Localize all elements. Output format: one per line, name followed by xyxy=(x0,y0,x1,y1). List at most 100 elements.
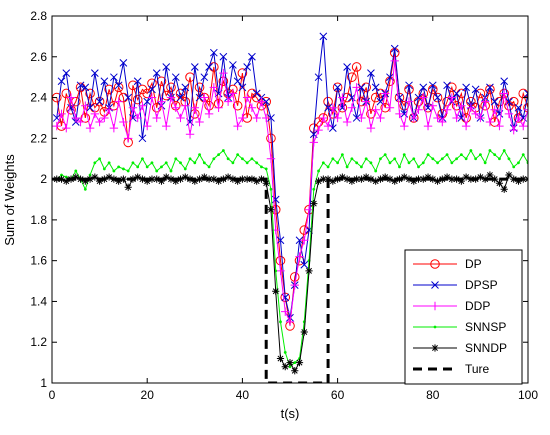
data-point-snnsp xyxy=(60,173,63,177)
data-point-snndp xyxy=(491,175,499,183)
data-point-snnsp xyxy=(512,165,516,169)
data-point-snndp xyxy=(486,171,494,179)
data-point-ddp xyxy=(204,109,214,119)
data-point-ddp xyxy=(214,103,223,112)
data-point-snnsp xyxy=(321,161,325,165)
data-point-snnsp xyxy=(502,149,506,152)
data-point-snndp xyxy=(510,175,518,183)
data-point-ddp xyxy=(295,252,304,261)
data-point-ddp xyxy=(262,113,271,123)
data-point-snndp xyxy=(234,177,242,185)
data-point-dpsp xyxy=(95,97,104,106)
data-point-snnsp xyxy=(493,153,497,157)
data-point-snnsp xyxy=(179,161,182,165)
data-point-ddp xyxy=(100,113,109,123)
legend-item-dp: DP xyxy=(413,257,482,271)
y-axis-label: Sum of Weights xyxy=(2,154,17,246)
data-point-snndp xyxy=(357,175,365,183)
data-point-ddp xyxy=(400,121,409,131)
legend-item-ture: Ture xyxy=(413,362,490,376)
data-point-dp xyxy=(347,72,357,82)
data-point-dpsp xyxy=(262,97,271,106)
data-point-dp xyxy=(485,84,495,95)
data-point-dp xyxy=(499,88,510,99)
data-point-dp xyxy=(408,113,419,123)
data-point-dp xyxy=(156,76,167,87)
data-point-snnsp xyxy=(250,157,254,161)
data-point-snndp xyxy=(115,177,123,185)
data-point-ddp xyxy=(519,121,528,131)
x-tick-label: 40 xyxy=(236,388,250,402)
data-point-ddp xyxy=(300,236,309,245)
data-point-dp xyxy=(166,82,176,93)
data-point-ddp xyxy=(371,105,380,114)
legend-item-ddp: DDP xyxy=(413,299,490,313)
data-point-snndp xyxy=(119,175,127,183)
data-point-dpsp xyxy=(519,114,528,122)
data-point-snnsp xyxy=(483,161,487,165)
data-point-dp xyxy=(147,78,157,89)
data-point-ddp xyxy=(514,113,523,123)
data-point-snnsp xyxy=(345,165,349,169)
data-point-snnsp xyxy=(198,153,201,157)
legend-marker-dp xyxy=(430,259,440,269)
legend-item-dpsp: DPSP xyxy=(413,278,498,292)
data-point-snnsp xyxy=(150,161,154,165)
data-point-ddp xyxy=(152,113,161,123)
data-point-snndp xyxy=(362,173,370,181)
data-point-ddp xyxy=(419,93,428,102)
data-point-dpsp xyxy=(276,236,285,245)
data-point-snndp xyxy=(167,175,175,183)
data-point-dpsp xyxy=(352,114,361,122)
data-point-ddp xyxy=(314,125,323,135)
data-point-dp xyxy=(94,96,105,107)
data-point-snnsp xyxy=(264,167,268,171)
data-point-dpsp xyxy=(205,63,213,71)
data-point-snnsp xyxy=(369,161,373,165)
data-point-snndp xyxy=(414,175,423,183)
data-point-ddp xyxy=(423,121,433,131)
x-tick-label: 80 xyxy=(426,388,440,402)
data-point-dpsp xyxy=(395,93,404,102)
data-point-snnsp xyxy=(393,157,397,161)
data-point-ddp xyxy=(128,103,138,112)
data-point-snnsp xyxy=(360,165,363,169)
data-point-dpsp xyxy=(181,83,190,92)
data-point-snndp xyxy=(505,171,513,179)
data-point-snndp xyxy=(372,177,380,185)
data-point-ddp xyxy=(176,113,185,123)
data-point-dpsp xyxy=(238,83,247,92)
data-point-snnsp xyxy=(141,157,144,161)
series-line-ddp xyxy=(56,60,528,324)
data-point-snndp xyxy=(448,175,456,183)
data-point-dpsp xyxy=(319,32,328,41)
data-point-snndp xyxy=(157,177,166,185)
data-point-dpsp xyxy=(367,69,375,77)
data-point-ddp xyxy=(500,89,509,98)
x-tick-label: 0 xyxy=(49,388,56,402)
data-point-dpsp xyxy=(176,93,185,102)
data-point-ddp xyxy=(162,121,171,131)
data-point-snndp xyxy=(162,173,170,181)
data-point-snnsp xyxy=(436,161,439,165)
data-point-ddp xyxy=(276,266,285,276)
data-point-ddp xyxy=(138,101,147,110)
data-point-snnsp xyxy=(202,161,206,165)
data-point-dpsp xyxy=(209,48,218,57)
legend-label-dp: DP xyxy=(465,257,482,271)
data-point-snnsp xyxy=(350,157,354,161)
data-point-ddp xyxy=(157,97,166,106)
data-point-snnsp xyxy=(421,161,425,165)
data-point-dpsp xyxy=(295,236,304,245)
data-point-dpsp xyxy=(428,81,437,90)
data-point-ddp xyxy=(266,154,276,163)
data-point-snnsp xyxy=(207,165,211,169)
data-point-snndp xyxy=(500,185,508,193)
data-point-dpsp xyxy=(386,73,394,82)
y-tick-label: 2.6 xyxy=(30,50,47,64)
data-point-ddp xyxy=(428,101,437,110)
data-point-ddp xyxy=(119,117,128,127)
data-point-dpsp xyxy=(133,77,142,86)
legend-marker-snnsp xyxy=(433,325,437,329)
data-point-ddp xyxy=(238,113,247,123)
